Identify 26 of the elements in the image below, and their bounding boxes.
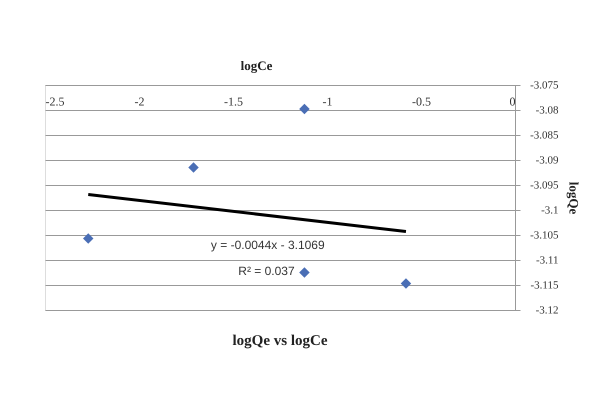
y-axis-title: logQe bbox=[566, 182, 582, 214]
y-tick-label: -3.08 bbox=[536, 104, 559, 116]
x-tick-label: -1 bbox=[322, 94, 332, 108]
annotation: R² = 0.037 bbox=[238, 264, 295, 278]
annotation: y = -0.0044x - 3.1069 bbox=[210, 238, 325, 252]
point bbox=[400, 278, 412, 289]
y-tick-label: -3.105 bbox=[530, 230, 559, 242]
x-axis-title: logCe bbox=[240, 58, 273, 73]
y-tick-label: -3.075 bbox=[530, 80, 559, 92]
y-tick-label: -3.12 bbox=[536, 304, 558, 316]
x-tick-label: -2 bbox=[134, 94, 144, 108]
y-tick-label: -3.095 bbox=[530, 180, 559, 192]
y-tick-label: -3.11 bbox=[536, 254, 558, 266]
point bbox=[299, 267, 310, 278]
x-tick-label: -1.5 bbox=[224, 94, 243, 108]
x-tick-label: 0 bbox=[510, 94, 516, 108]
y-tick-label: -3.115 bbox=[530, 280, 559, 292]
x-tick-label: -0.5 bbox=[412, 94, 431, 108]
point bbox=[188, 162, 199, 173]
point bbox=[299, 104, 310, 114]
y-tick-label: -3.1 bbox=[541, 204, 558, 216]
point bbox=[82, 233, 94, 244]
x-tick-label: -2.5 bbox=[46, 94, 64, 108]
y-tick-label: -3.085 bbox=[530, 130, 559, 142]
y-tick-label: -3.09 bbox=[536, 154, 559, 166]
text: logQe vs logCe bbox=[232, 333, 328, 349]
